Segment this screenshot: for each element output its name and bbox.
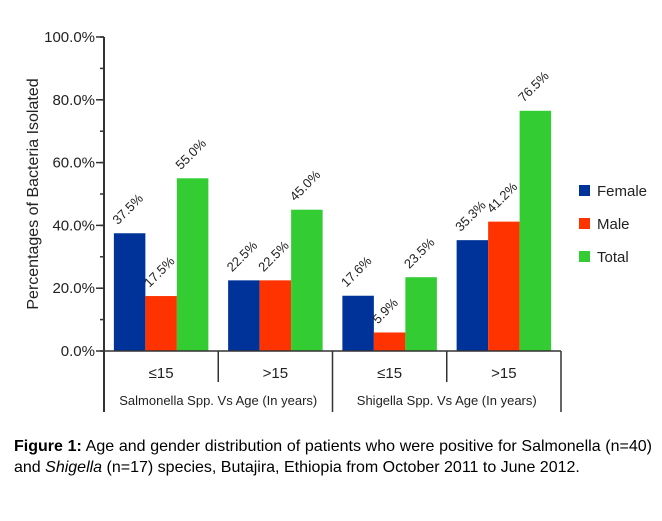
bar-value-label: 23.5% [401, 234, 438, 271]
legend-swatch-total [579, 251, 590, 262]
legend-label-female: Female [597, 183, 647, 200]
y-tick-label: 100.0% [44, 29, 95, 46]
legend: Female Male Total [579, 183, 647, 266]
caption-text-1: Age and gender distribution of patients … [14, 438, 652, 476]
bar-female [342, 295, 374, 351]
bar-value-label: 55.0% [172, 135, 209, 172]
x-group-label: Shigella Spp. Vs Age (In years) [357, 393, 537, 408]
caption-italic-species: Shigella [45, 459, 103, 476]
figure-caption: Figure 1: Age and gender distribution of… [14, 436, 652, 478]
bar-total [519, 110, 552, 351]
y-tick-label: 40.0% [52, 217, 95, 234]
bar-female [228, 280, 260, 351]
bar-total [405, 277, 437, 351]
bar-value-label: 41.2% [484, 179, 521, 216]
y-tick-label: 60.0% [52, 155, 95, 172]
bar-female [456, 240, 489, 351]
caption-text-2: (n=17) species, Butajira, Ethiopia from … [102, 459, 580, 476]
bar-total [291, 209, 323, 351]
x-axis: ≤15 >15 ≤15 >15 Salmonella Spp. Vs Age (In y… [104, 350, 562, 412]
bar-total [176, 178, 209, 351]
bar-value-label: 37.5% [109, 190, 146, 227]
legend-label-male: Male [597, 216, 630, 233]
x-group-label: Salmonella Spp. Vs Age (In years) [119, 393, 317, 408]
legend-label-total: Total [597, 249, 629, 266]
y-tick-label: 20.0% [52, 280, 95, 297]
x-category-label: >15 [263, 365, 288, 382]
bar-chart: 0.0% 20.0% 40.0% 60.0% 80.0% 100.0% Percentag… [25, 29, 647, 412]
x-category-label: ≤15 [149, 365, 174, 382]
bar-female [113, 233, 146, 351]
x-category-label: ≤15 [377, 365, 402, 382]
bar-value-label: 22.5% [255, 237, 292, 274]
y-tick-label: 0.0% [61, 343, 95, 360]
bar-value-label: 5.9% [369, 295, 401, 327]
legend-swatch-female [579, 185, 590, 196]
bars [113, 110, 552, 351]
bar-value-label: 45.0% [287, 167, 324, 204]
x-category-label: >15 [491, 365, 516, 382]
bar-value-label: 76.5% [515, 68, 552, 105]
bar-value-label: 35.3% [452, 197, 489, 234]
bar-male [145, 296, 177, 351]
y-axis: 0.0% 20.0% 40.0% 60.0% 80.0% 100.0% [44, 29, 105, 412]
bar-value-label: 17.6% [338, 253, 375, 290]
legend-swatch-male [579, 218, 590, 229]
bar-male [259, 280, 292, 351]
bar-value-label: 17.5% [141, 253, 178, 290]
y-tick-label: 80.0% [52, 92, 95, 109]
bar-male [373, 332, 406, 351]
y-axis-label: Percentages of Bacteria Isolated [25, 78, 42, 309]
bar-male [488, 221, 520, 351]
caption-label: Figure 1: [14, 438, 82, 455]
bar-value-label: 22.5% [224, 237, 261, 274]
